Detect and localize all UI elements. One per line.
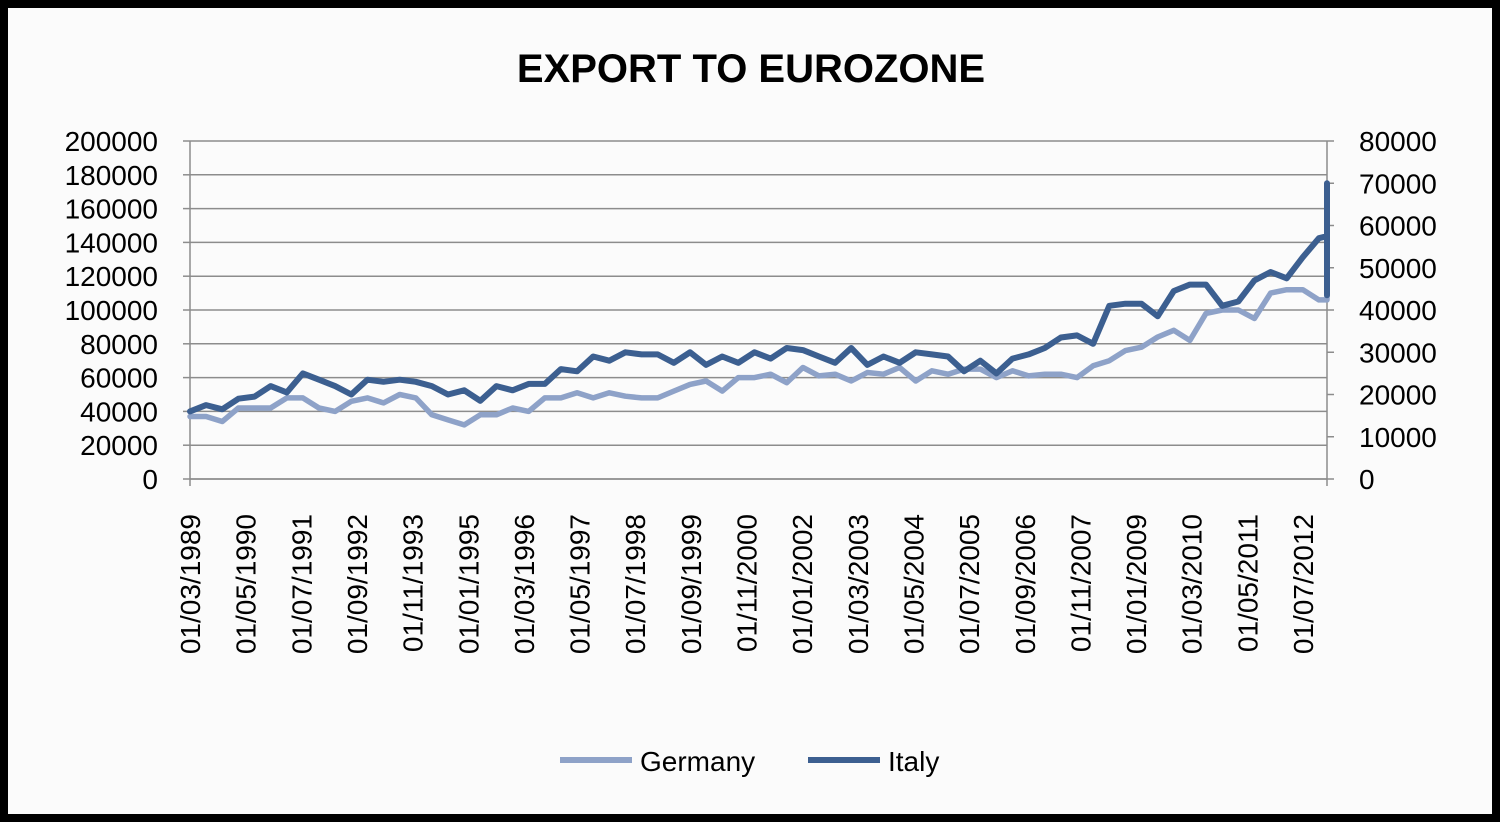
right-tick-label: 50000 — [1359, 253, 1437, 284]
x-tick-label: 01/03/1996 — [509, 514, 540, 654]
x-tick-label: 01/07/1991 — [286, 514, 317, 654]
gridlines — [190, 140, 1327, 480]
legend-label-italy: Italy — [888, 746, 939, 777]
left-tick-label: 200000 — [65, 126, 158, 157]
right-tick-label: 30000 — [1359, 337, 1437, 368]
x-tick-label: 01/05/2004 — [898, 514, 929, 654]
left-tick-label: 40000 — [80, 396, 158, 427]
x-tick-label: 01/01/2009 — [1121, 514, 1152, 654]
left-tick-label: 140000 — [65, 227, 158, 258]
x-tick-label: 01/09/1992 — [342, 514, 373, 654]
x-tick-label: 01/01/1995 — [453, 514, 484, 654]
right-tick-label: 60000 — [1359, 211, 1437, 242]
x-tick-label: 01/09/1999 — [676, 514, 707, 654]
left-tick-label: 20000 — [80, 430, 158, 461]
x-tick-label: 01/03/1989 — [175, 514, 206, 654]
x-tick-label: 01/03/2003 — [843, 514, 874, 654]
left-tick-label: 120000 — [65, 261, 158, 292]
x-tick-label: 01/01/2002 — [787, 514, 818, 654]
legend-label-germany: Germany — [640, 746, 755, 777]
x-tick-label: 01/03/2010 — [1177, 514, 1208, 654]
x-tick-label: 01/05/1997 — [565, 514, 596, 654]
left-tick-label: 0 — [142, 464, 158, 495]
x-tick-label: 01/05/2011 — [1232, 514, 1263, 652]
left-tick-label: 60000 — [80, 363, 158, 394]
right-tick-label: 80000 — [1359, 126, 1437, 157]
x-tick-label: 01/11/2007 — [1065, 514, 1096, 652]
x-tick-label: 01/07/1998 — [620, 514, 651, 654]
right-tick-label: 40000 — [1359, 295, 1437, 326]
series-line-italy — [187, 180, 1330, 415]
series-lines — [187, 180, 1330, 428]
right-axis-ticks: 80000 70000 60000 50000 40000 30000 20000 10000… — [1359, 126, 1437, 495]
x-tick-label: 01/11/2000 — [732, 514, 763, 652]
x-tick-label: 01/07/2012 — [1288, 514, 1319, 654]
left-tick-label: 100000 — [65, 295, 158, 326]
right-tick-label: 70000 — [1359, 168, 1437, 199]
legend: Germany Italy — [560, 746, 939, 777]
right-tick-label: 0 — [1359, 464, 1375, 495]
left-tick-label: 80000 — [80, 329, 158, 360]
x-axis-ticks: 01/03/1989 01/05/1990 01/07/1991 01/09/1992… — [175, 514, 1319, 654]
right-tick-label: 20000 — [1359, 380, 1437, 411]
x-tick-label: 01/11/1993 — [398, 514, 429, 652]
left-tick-label: 180000 — [65, 160, 158, 191]
x-tick-label: 01/05/1990 — [231, 514, 262, 654]
right-tick-label: 10000 — [1359, 422, 1437, 453]
x-tick-label: 01/09/2006 — [1010, 514, 1041, 654]
chart-title: EXPORT TO EUROZONE — [517, 47, 985, 91]
left-axis-ticks: 2000001800001600001400001200001000008000… — [65, 126, 158, 495]
x-tick-label: 01/07/2005 — [954, 514, 985, 654]
left-tick-label: 160000 — [65, 194, 158, 225]
